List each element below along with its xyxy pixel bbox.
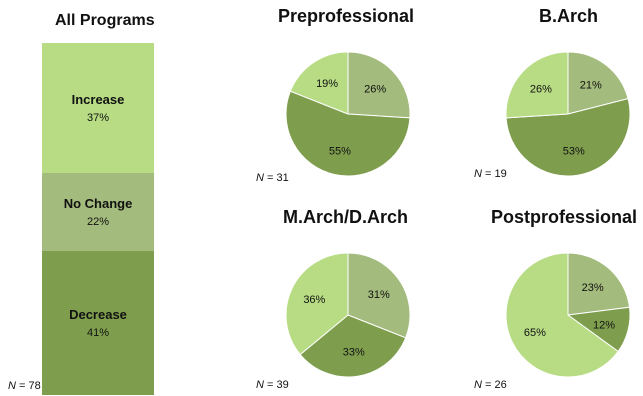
pie-slice-label: 53% [563, 146, 585, 158]
pie-slice-increase [505, 252, 619, 378]
bar-segment-no-change: No Change 22% [42, 173, 154, 251]
pie-slice-label: 12% [593, 319, 615, 331]
pie-slice-decrease [285, 90, 411, 177]
preprofessional-title: Preprofessional [278, 6, 415, 26]
barch-pie: 21% 53% 26% [505, 51, 631, 177]
bar-segment-value: 37% [86, 112, 110, 125]
pie-slice-label: 26% [530, 84, 552, 96]
all-programs-n-label: N = 78 [8, 380, 41, 392]
all-programs-title: All Programs [55, 12, 155, 29]
pie-slice-no-change [347, 252, 411, 339]
postprofessional-n-label: N = 26 [474, 379, 507, 391]
pie-slice-increase [505, 51, 569, 119]
bar-segment-label: No Change [63, 195, 133, 211]
pie-slice-label: 65% [524, 327, 546, 339]
pie-slice-no-change [347, 51, 411, 119]
bar-segment-value: 22% [86, 215, 110, 228]
march-darch-n-label: N = 39 [256, 379, 289, 391]
pie-slice-label: 26% [364, 84, 386, 96]
postprofessional-title: Postprofessional [491, 207, 638, 227]
pie-slice-label: 33% [343, 347, 365, 359]
pie-slice-label: 31% [368, 289, 390, 301]
pie-slice-label: 23% [582, 282, 604, 294]
pie-slice-increase [285, 252, 349, 356]
barch-title: B.Arch [539, 6, 599, 26]
barch-n-label: N = 19 [474, 168, 507, 180]
pie-slice-label: 55% [329, 145, 351, 157]
pie-slice-no-change [567, 51, 629, 115]
bar-segment-value: 41% [86, 326, 110, 339]
postprofessional-pie: 23% 12% 65% [505, 252, 631, 378]
bar-segment-label: Decrease [69, 306, 127, 322]
pie-slice-label: 36% [303, 294, 325, 306]
pie-slice-label: 21% [580, 80, 602, 92]
bar-segment-increase: Increase 37% [42, 43, 154, 174]
preprofessional-n-label: N = 31 [256, 172, 289, 184]
pie-slice-label: 19% [316, 78, 338, 90]
pie-slice-no-change [567, 252, 631, 316]
pie-slice-increase [289, 51, 349, 115]
pie-slice-decrease [299, 314, 407, 378]
bar-segment-label: Increase [71, 92, 125, 108]
march-darch-title: M.Arch/D.Arch [283, 207, 409, 227]
all-programs-stacked-bar: Increase 37% No Change 22% Decrease 41% [42, 43, 154, 395]
pie-slice-decrease [505, 97, 631, 177]
preprofessional-pie: 26% 55% 19% [285, 51, 411, 177]
march-darch-pie: 31% 33% 36% [285, 252, 411, 378]
bar-segment-decrease: Decrease 41% [42, 250, 154, 395]
